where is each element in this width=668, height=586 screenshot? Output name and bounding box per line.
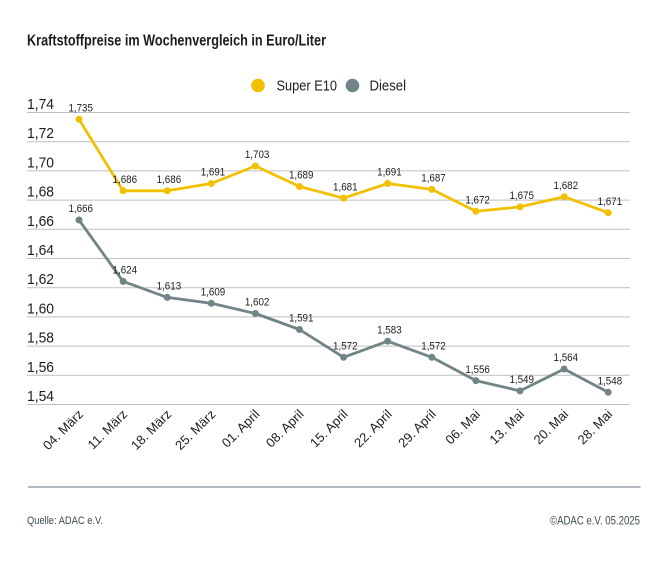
svg-text:1,686: 1,686: [113, 174, 138, 186]
svg-text:1,691: 1,691: [377, 167, 402, 179]
svg-text:1,671: 1,671: [598, 196, 623, 208]
svg-text:1,666: 1,666: [68, 203, 93, 215]
svg-text:1,624: 1,624: [113, 265, 138, 277]
svg-text:1,591: 1,591: [289, 313, 314, 325]
svg-text:1,572: 1,572: [421, 341, 446, 353]
svg-text:1,672: 1,672: [465, 195, 490, 207]
svg-text:1,556: 1,556: [465, 364, 490, 376]
svg-text:©ADAC e.V. 05.2025: ©ADAC e.V. 05.2025: [550, 516, 640, 528]
svg-text:1,66: 1,66: [27, 213, 54, 230]
svg-text:1,583: 1,583: [377, 324, 402, 336]
svg-text:1,691: 1,691: [201, 167, 226, 179]
svg-text:Quelle: ADAC e.V.: Quelle: ADAC e.V.: [27, 515, 103, 527]
svg-text:1,549: 1,549: [509, 374, 534, 386]
svg-text:Diesel: Diesel: [370, 79, 407, 95]
svg-text:1,689: 1,689: [289, 170, 314, 182]
svg-text:1,682: 1,682: [554, 180, 579, 192]
svg-text:1,70: 1,70: [27, 154, 54, 171]
svg-text:Kraftstoffpreise im Wochenverg: Kraftstoffpreise im Wochenvergleich in E…: [27, 32, 326, 49]
svg-text:1,74: 1,74: [27, 96, 54, 113]
svg-text:Super E10: Super E10: [277, 79, 338, 95]
svg-text:1,64: 1,64: [27, 242, 54, 259]
svg-text:1,675: 1,675: [509, 190, 534, 202]
svg-text:1,54: 1,54: [27, 388, 54, 405]
svg-text:1,564: 1,564: [554, 352, 579, 364]
svg-text:1,62: 1,62: [27, 271, 54, 288]
svg-text:1,609: 1,609: [201, 287, 226, 299]
svg-text:1,602: 1,602: [245, 297, 270, 309]
svg-text:1,686: 1,686: [157, 174, 182, 186]
svg-text:1,687: 1,687: [421, 173, 446, 185]
svg-text:1,681: 1,681: [333, 181, 358, 193]
svg-text:1,703: 1,703: [245, 149, 270, 161]
svg-text:1,56: 1,56: [27, 359, 54, 376]
svg-text:1,613: 1,613: [157, 281, 182, 293]
svg-text:1,548: 1,548: [598, 376, 623, 388]
svg-text:1,58: 1,58: [27, 330, 54, 347]
svg-text:1,68: 1,68: [27, 184, 54, 201]
svg-text:1,72: 1,72: [27, 125, 54, 142]
svg-text:1,735: 1,735: [68, 103, 93, 115]
svg-text:1,572: 1,572: [333, 341, 358, 353]
svg-text:1,60: 1,60: [27, 300, 54, 317]
